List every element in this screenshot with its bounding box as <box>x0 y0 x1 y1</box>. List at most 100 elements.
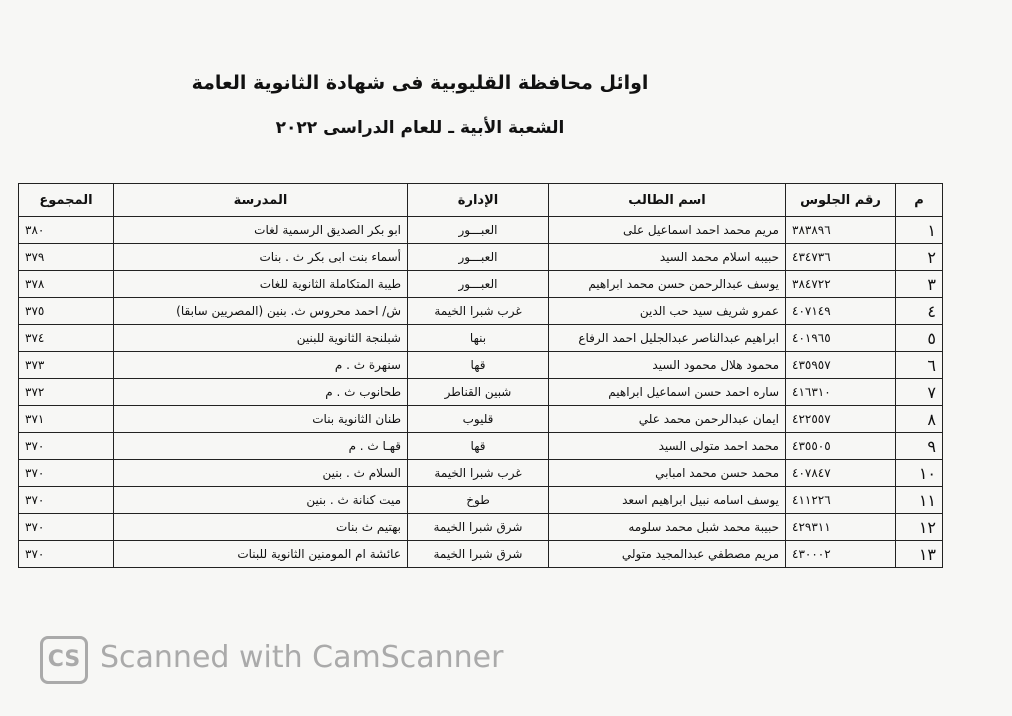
table-cell: ٣٧٠ <box>18 486 114 514</box>
table-cell: ٢ <box>895 243 943 271</box>
table-row: ٩ ٤٣٥٥٠٥ محمد احمد متولى السيد قها قهـا ث . … <box>18 432 943 460</box>
table-cell: العبـــور <box>407 243 549 271</box>
table-cell: ٤٣٥٩٥٧ <box>785 351 896 379</box>
table-cell: ٣٧١ <box>18 405 114 433</box>
table-cell: حبيبة محمد شبل محمد سلومه <box>548 513 786 541</box>
table-row: ١٠ ٤٠٧٨٤٧ محمد حسن محمد امبابي غرب شبرا الخ… <box>18 459 943 487</box>
table-row: ٥ ٤٠١٩٦٥ ابراهيم عبدالناصر عبدالجليل احمد … <box>18 324 943 352</box>
table-cell: ٤٠٧٨٤٧ <box>785 459 896 487</box>
table-cell: شبلنجة الثانوية للبنين <box>113 324 408 352</box>
table-cell: محمد حسن محمد امبابي <box>548 459 786 487</box>
table-cell: العبـــور <box>407 270 549 298</box>
table-cell: ٣٧٠ <box>18 432 114 460</box>
table-cell: ٩ <box>895 432 943 460</box>
results-table: م رقم الجلوس اسم الطالب الإدارة المدرسة المجم… <box>18 183 943 568</box>
table-cell: ٣٨٠ <box>18 216 114 244</box>
table-cell: عائشة ام المومنين الثانوية للبنات <box>113 540 408 568</box>
table-row: ٦ ٤٣٥٩٥٧ محمود هلال محمود السيد قها سنهرة ث … <box>18 351 943 379</box>
table-cell: ٣٨٤٧٢٢ <box>785 270 896 298</box>
table-row: ٨ ٤٢٢٥٥٧ ايمان عبدالرحمن محمد علي قليوب طنان… <box>18 405 943 433</box>
table-cell: قهـا ث . م <box>113 432 408 460</box>
table-cell: محمود هلال محمود السيد <box>548 351 786 379</box>
table-cell: طحانوب ث . م <box>113 378 408 406</box>
table-cell: حبيبه اسلام محمد السيد <box>548 243 786 271</box>
column-header: المجموع <box>18 183 114 217</box>
table-row: ١١ ٤١١٢٢٦ يوسف اسامه نبيل ابراهيم اسعد طوخ م… <box>18 486 943 514</box>
table-cell: ١٠ <box>895 459 943 487</box>
table-cell: ٤١١٢٢٦ <box>785 486 896 514</box>
table-cell: طيبة المتكاملة الثانوية للغات <box>113 270 408 298</box>
logo: CS <box>40 636 88 684</box>
table-cell: العبـــور <box>407 216 549 244</box>
table-cell: ٤٣٠٠٠٢ <box>785 540 896 568</box>
table-row: ٤ ٤٠٧١٤٩ عمرو شريف سيد حب الدين غرب شبرا ال… <box>18 297 943 325</box>
table-cell: يوسف عبدالرحمن حسن محمد ابراهيم <box>548 270 786 298</box>
table-cell: عمرو شريف سيد حب الدين <box>548 297 786 325</box>
table-cell: ٣٧٠ <box>18 540 114 568</box>
table-cell: مريم محمد احمد اسماعيل على <box>548 216 786 244</box>
table-cell: ٥ <box>895 324 943 352</box>
table-row: ٧ ٤١٦٣١٠ ساره احمد حسن اسماعيل ابراهيم شبين… <box>18 378 943 406</box>
table-cell: بهتيم ث بنات <box>113 513 408 541</box>
table-cell: شبين القناطر <box>407 378 549 406</box>
table-cell: ٤٢٢٥٥٧ <box>785 405 896 433</box>
table-cell: ١ <box>895 216 943 244</box>
table-cell: ميت كنانة ث . بنين <box>113 486 408 514</box>
column-header: المدرسة <box>113 183 408 217</box>
table-cell: ايمان عبدالرحمن محمد علي <box>548 405 786 433</box>
table-cell: ٣٧٥ <box>18 297 114 325</box>
table-cell: قليوب <box>407 405 549 433</box>
table-cell: ٣٧٢ <box>18 378 114 406</box>
table-cell: محمد احمد متولى السيد <box>548 432 786 460</box>
table-cell: ٣٧٠ <box>18 459 114 487</box>
table-cell: ش/ احمد محروس ث. بنين (المصريين سابقا) <box>113 297 408 325</box>
table-cell: ساره احمد حسن اسماعيل ابراهيم <box>548 378 786 406</box>
table-cell: ٣٧٩ <box>18 243 114 271</box>
table-cell: ابو بكر الصديق الرسمية لغات <box>113 216 408 244</box>
table-cell: مريم مصطفي عبدالمجيد متولي <box>548 540 786 568</box>
table-cell: ٣٧٣ <box>18 351 114 379</box>
table-cell: ١١ <box>895 486 943 514</box>
table-cell: ٤٠١٩٦٥ <box>785 324 896 352</box>
table-row: ٣ ٣٨٤٧٢٢ يوسف عبدالرحمن حسن محمد ابراهيم ال… <box>18 270 943 298</box>
table-cell: ١٢ <box>895 513 943 541</box>
table-cell: ٣٧٤ <box>18 324 114 352</box>
table-cell: سنهرة ث . م <box>113 351 408 379</box>
table-cell: ٤٢٩٣١١ <box>785 513 896 541</box>
title: اوائل محافظة القليوبية فى شهادة الثانوية… <box>191 72 649 94</box>
table-cell: ٤ <box>895 297 943 325</box>
table-row: ١٣ ٤٣٠٠٠٢ مريم مصطفي عبدالمجيد متولي شرق شب… <box>18 540 943 568</box>
table-cell: ابراهيم عبدالناصر عبدالجليل احمد الرفاع <box>548 324 786 352</box>
table-cell: طنان الثانوية بنات <box>113 405 408 433</box>
table-cell: شرق شبرا الخيمة <box>407 513 549 541</box>
table-cell: ٤٣٥٥٠٥ <box>785 432 896 460</box>
table-cell: قها <box>407 351 549 379</box>
table-cell: ٣٨٣٨٩٦ <box>785 216 896 244</box>
table-cell: السلام ث . بنين <box>113 459 408 487</box>
header-row: م رقم الجلوس اسم الطالب الإدارة المدرسة المجم… <box>18 183 943 217</box>
table-cell: أسماء بنت ابى بكر ث . بنات <box>113 243 408 271</box>
table-row: ٢ ٤٣٤٧٣٦ حبيبه اسلام محمد السيد العبـــور أس… <box>18 243 943 271</box>
table-cell: شرق شبرا الخيمة <box>407 540 549 568</box>
table-cell: ٦ <box>895 351 943 379</box>
table-cell: بنها <box>407 324 549 352</box>
column-header: رقم الجلوس <box>785 183 896 217</box>
table-row: ١٢ ٤٢٩٣١١ حبيبة محمد شبل محمد سلومه شرق شبر… <box>18 513 943 541</box>
table-cell: يوسف اسامه نبيل ابراهيم اسعد <box>548 486 786 514</box>
table-cell: غرب شبرا الخيمة <box>407 459 549 487</box>
table-cell: ٤٣٤٧٣٦ <box>785 243 896 271</box>
table-cell: ١٣ <box>895 540 943 568</box>
table-cell: ٤٠٧١٤٩ <box>785 297 896 325</box>
subtitle: الشعبة الأبية ـ للعام الدراسى ٢٠٢٢ <box>275 118 565 138</box>
table-cell: ٣٧٠ <box>18 513 114 541</box>
table-cell: ٣٧٨ <box>18 270 114 298</box>
table-cell: ٧ <box>895 378 943 406</box>
table-cell: قها <box>407 432 549 460</box>
table-row: ١ ٣٨٣٨٩٦ مريم محمد احمد اسماعيل على العبـــ… <box>18 216 943 244</box>
watermark: Scanned with CamScanner <box>100 640 504 675</box>
table-body: ١ ٣٨٣٨٩٦ مريم محمد احمد اسماعيل على العبـــ… <box>18 216 943 568</box>
column-header: م <box>895 183 943 217</box>
table-cell: غرب شبرا الخيمة <box>407 297 549 325</box>
table-cell: ٨ <box>895 405 943 433</box>
